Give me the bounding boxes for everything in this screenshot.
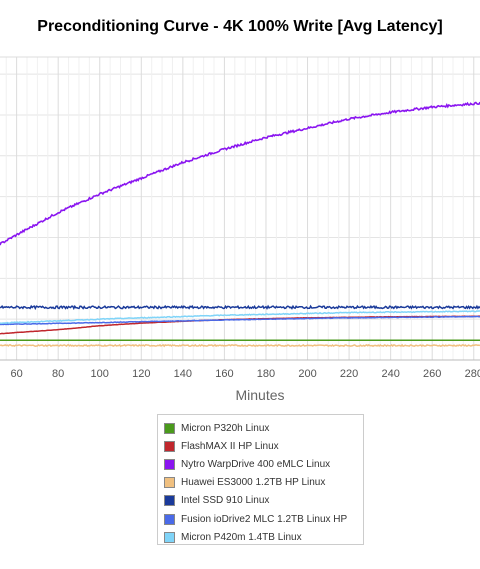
legend-item: Fusion ioDrive2 MLC 1.2TB Linux HP bbox=[164, 511, 347, 527]
x-tick-label: 180 bbox=[257, 368, 275, 380]
legend-item: FlashMAX II HP Linux bbox=[164, 438, 279, 454]
x-axis-title: Minutes bbox=[235, 387, 285, 403]
legend-swatch bbox=[164, 513, 175, 525]
x-tick-label: 120 bbox=[132, 368, 150, 380]
x-tick-label: 100 bbox=[91, 368, 109, 380]
legend-swatch bbox=[164, 495, 175, 507]
legend-label: Micron P320h Linux bbox=[181, 422, 270, 434]
series-line-6 bbox=[0, 310, 480, 325]
x-tick-label: 240 bbox=[381, 368, 399, 380]
series-line-5 bbox=[0, 315, 480, 326]
x-tick-label: 200 bbox=[298, 368, 316, 380]
series-line-2 bbox=[0, 101, 480, 246]
x-tick-label: 80 bbox=[52, 368, 64, 380]
legend-item: Intel SSD 910 Linux bbox=[164, 493, 269, 509]
series-line-3 bbox=[0, 343, 480, 348]
legend-swatch bbox=[164, 422, 175, 434]
x-tick-label: 160 bbox=[215, 368, 233, 380]
legend-swatch bbox=[164, 531, 175, 543]
legend-swatch bbox=[164, 477, 175, 489]
x-tick-label: 260 bbox=[423, 368, 441, 380]
series-line-4 bbox=[0, 304, 480, 311]
legend-swatch bbox=[164, 458, 175, 470]
legend-label: Intel SSD 910 Linux bbox=[181, 495, 270, 507]
legend-label: FlashMAX II HP Linux bbox=[181, 440, 279, 452]
legend-label: Nytro WarpDrive 400 eMLC Linux bbox=[181, 458, 331, 470]
legend-label: Huawei ES3000 1.2TB HP Linux bbox=[181, 477, 326, 489]
legend-item: Huawei ES3000 1.2TB HP Linux bbox=[164, 475, 325, 491]
legend-label: Fusion ioDrive2 MLC 1.2TB Linux HP bbox=[181, 513, 348, 525]
chart-title: Preconditioning Curve - 4K 100% Write [A… bbox=[37, 18, 443, 35]
legend-item: Nytro WarpDrive 400 eMLC Linux bbox=[164, 456, 330, 472]
x-tick-label: 60 bbox=[10, 368, 22, 380]
legend: Micron P320h Linux FlashMAX II HP Linux Ny… bbox=[157, 414, 364, 545]
line-chart-plot: 60 80 100 120 140 160 180 200 220 240 260 280 bbox=[0, 56, 480, 380]
legend-item: Micron P420m 1.4TB Linux bbox=[164, 529, 302, 545]
legend-swatch bbox=[164, 440, 175, 452]
x-tick-label: 140 bbox=[174, 368, 192, 380]
legend-item: Micron P320h Linux bbox=[164, 420, 269, 436]
legend-label: Micron P420m 1.4TB Linux bbox=[181, 531, 302, 543]
x-tick-label: 220 bbox=[340, 368, 358, 380]
x-tick-label: 280 bbox=[465, 368, 480, 380]
